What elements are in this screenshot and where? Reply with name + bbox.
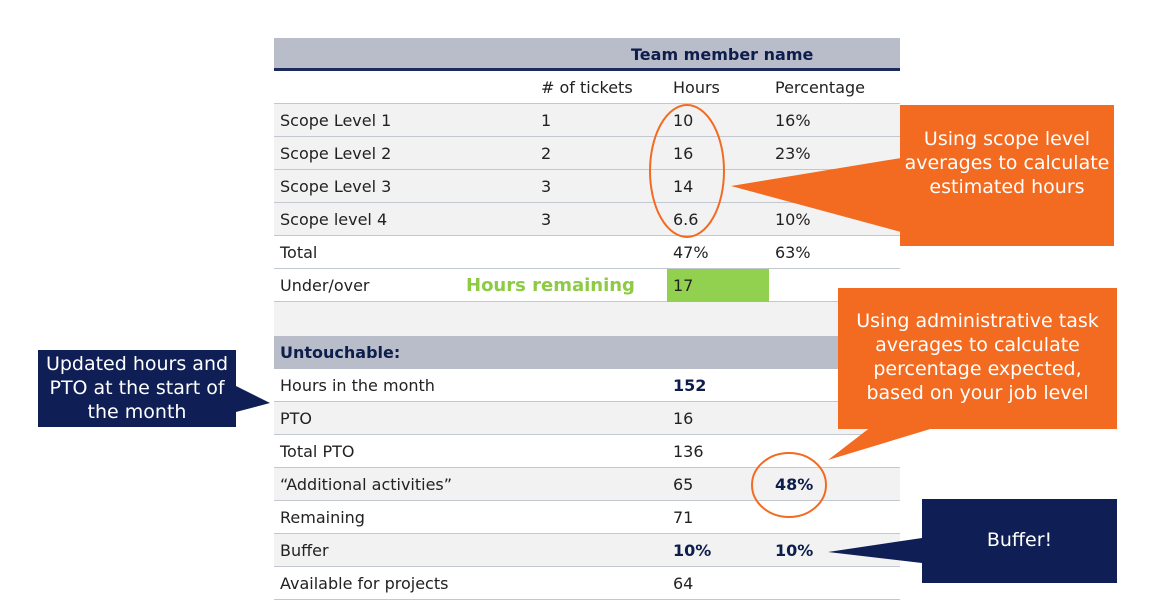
spacer-row [274,302,900,336]
row-label: PTO [280,409,313,428]
table-row: Remaining 71 [274,501,900,534]
callout-text: Updated hours and PTO at the start of th… [45,353,229,423]
table-row: Scope Level 2 2 16 23% [274,137,900,170]
value-cell: 152 [673,376,707,395]
tickets-cell: 2 [541,144,552,163]
updated-callout-pointer [236,386,270,412]
value-cell: 10% [673,541,712,560]
header-row: Team member name [274,38,900,71]
value-cell: 136 [673,442,704,461]
header-band [274,38,900,71]
pct-cell: 16% [775,111,811,130]
pct-cell: 10% [775,541,814,560]
untouchable-band [274,336,900,369]
row-label: Available for projects [280,574,449,593]
hours-cell: 16 [673,144,694,163]
value-cell: 65 [673,475,694,494]
value-cell: 16 [673,409,694,428]
header-title: Team member name [631,45,814,64]
untouchable-header-row: Untouchable: [274,336,900,369]
column-header-row: # of tickets Hours Percentage [274,71,900,104]
remaining-highlight-cell [667,269,769,302]
pct-cell: 63% [775,243,811,262]
callout-text: Buffer! [986,529,1053,551]
table-row: Scope Level 1 1 10 16% [274,104,900,137]
pct-cell: 48% [775,475,814,494]
row-label: Total PTO [280,442,355,461]
col-header-hours: Hours [673,78,720,97]
row-label: Scope Level 1 [280,111,392,130]
callout-text: Using administrative task averages to ca… [856,310,1099,404]
tickets-cell: 3 [541,177,552,196]
col-header-percentage: Percentage [775,78,866,97]
row-label: Total [280,243,318,262]
hours-cell: 10 [673,111,694,130]
pct-cell: 10% [775,210,811,229]
row-label: Remaining [280,508,365,527]
scope-averages-callout: Using scope level averages to calculate … [900,105,1114,246]
table-row: Scope level 4 3 6.6 10% [274,203,900,236]
table-row: Total PTO 136 [274,435,900,468]
row-label: Scope level 4 [280,210,388,229]
table-row: Buffer 10% 10% [274,534,900,567]
admin-averages-callout: Using administrative task averages to ca… [838,288,1117,429]
col-header-tickets: # of tickets [541,78,633,97]
callout-text: Using scope level averages to calculate … [904,128,1110,198]
total-row: Total 47% 63% [274,236,900,269]
updated-hours-callout: Updated hours and PTO at the start of th… [38,350,236,427]
hours-cell: 14 [673,177,694,196]
row-label: “Additional activities” [280,475,453,494]
table-row: Scope Level 3 3 14 23% [274,170,900,203]
untouchable-title: Untouchable: [280,343,401,362]
value-cell: 71 [673,508,694,527]
row-label: Under/over [280,276,370,295]
table-row: PTO 16 [274,402,900,435]
table-row: Available for projects 64 [274,567,900,600]
hours-cell: 17 [673,276,694,295]
tickets-cell: 1 [541,111,552,130]
under-over-row: Under/over Hours remaining 17 [274,269,900,302]
row-label: Hours in the month [280,376,435,395]
row-label: Buffer [280,541,329,560]
hours-cell: 47% [673,243,709,262]
table-row: “Additional activities” 65 48% [274,468,900,501]
table-row: Hours in the month 152 [274,369,900,402]
pct-cell: 23% [775,177,811,196]
hours-remaining-label: Hours remaining [466,275,635,296]
buffer-callout: Buffer! [922,499,1117,583]
pct-cell: 23% [775,144,811,163]
hours-cell: 6.6 [673,210,699,229]
row-label: Scope Level 3 [280,177,392,196]
row-label: Scope Level 2 [280,144,392,163]
value-cell: 64 [673,574,694,593]
tickets-cell: 3 [541,210,552,229]
